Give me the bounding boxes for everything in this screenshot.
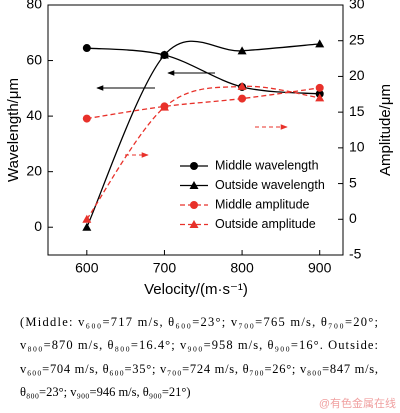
y2-tick-label: 25: [349, 31, 365, 47]
y2-tick-label: 0: [349, 210, 357, 226]
x-tick-label: 900: [308, 260, 332, 276]
marker: [237, 46, 247, 55]
marker: [82, 222, 92, 231]
x-tick-label: 600: [75, 260, 99, 276]
caption-line: v₈₀₀=870 m/s, θ₈₀₀=16.4°; v₉₀₀=958 m/s, …: [20, 338, 378, 352]
series-line: [86, 47, 320, 95]
y2-tick-label: -5: [349, 246, 362, 262]
marker: [159, 50, 169, 59]
marker: [238, 94, 247, 103]
y-tick-label: 0: [34, 218, 42, 234]
marker: [315, 83, 324, 92]
y2-tick-label: 10: [349, 139, 365, 155]
legend-label: Middle amplitude: [215, 197, 310, 211]
y2-tick-label: 30: [349, 0, 365, 12]
x-tick-label: 800: [230, 260, 254, 276]
x-tick-label: 700: [153, 260, 177, 276]
caption-line: θ₈₀₀=23°; v₉₀₀=946 m/s, θ₉₀₀=21°): [20, 385, 191, 399]
y2-axis-label: Amplitude/μm: [377, 84, 394, 176]
marker: [315, 39, 325, 48]
marker: [315, 93, 325, 102]
marker: [82, 114, 91, 123]
y-tick-label: 40: [26, 107, 42, 123]
legend-label: Outside wavelength: [215, 178, 325, 192]
legend-marker: [189, 220, 199, 228]
caption-line: v₆₀₀=704 m/s, θ₆₀₀=35°; v₇₀₀=724 m/s, θ₇…: [20, 362, 378, 376]
legend-label: Outside amplitude: [215, 217, 316, 231]
y2-tick-label: 15: [349, 103, 365, 119]
legend-marker: [190, 201, 198, 209]
caption-line: (Middle: v₆₀₀=717 m/s, θ₆₀₀=23°; v₇₀₀=76…: [20, 315, 378, 329]
y2-tick-label: 20: [349, 67, 365, 83]
plot-frame: [47, 4, 344, 256]
y-tick-label: 80: [26, 0, 42, 12]
marker: [82, 44, 91, 53]
y-tick-label: 20: [26, 162, 42, 178]
marker: [159, 102, 169, 111]
series-line: [86, 87, 320, 120]
series-line: [86, 85, 320, 220]
y-axis-label: Wavelength/μm: [5, 78, 22, 182]
marker: [82, 214, 92, 223]
watermark: @有色金属在线: [319, 396, 396, 410]
legend-label: Middle wavelength: [215, 158, 319, 172]
marker: [237, 81, 247, 90]
legend-marker: [190, 162, 198, 170]
series-line: [86, 40, 320, 228]
y2-tick-label: 5: [349, 174, 357, 190]
x-axis-label: Velocity/(m·s⁻¹): [144, 281, 248, 298]
y-tick-label: 60: [26, 51, 42, 67]
legend-marker: [189, 181, 199, 189]
